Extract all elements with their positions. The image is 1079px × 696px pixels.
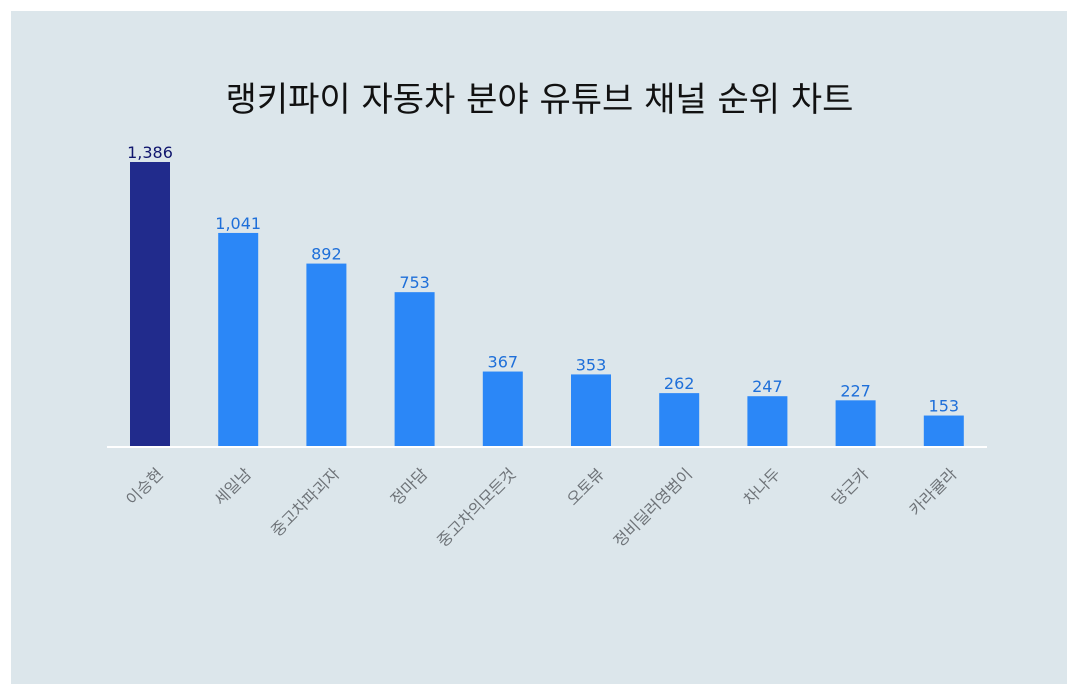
category-label: 카라큘라: [906, 464, 961, 519]
category-label: 당근카: [828, 464, 873, 509]
category-label: 차나두: [740, 464, 785, 509]
value-label: 1,041: [215, 214, 261, 233]
category-label: 오토뷰: [563, 464, 608, 509]
chart-title: 랭키파이 자동차 분야 유튜브 채널 순위 차트: [225, 80, 854, 120]
category-label: 정마담: [387, 464, 432, 509]
category-label: 세일남: [210, 464, 255, 509]
bar-2: [218, 232, 259, 447]
bar-1: [130, 162, 170, 447]
bar-4: [394, 292, 435, 447]
bar-6: [571, 374, 611, 447]
category-label: 이승현: [122, 464, 167, 509]
chart-panel: [11, 11, 1067, 684]
value-label: 892: [311, 245, 342, 264]
value-label: 247: [752, 377, 783, 396]
value-label: 353: [576, 355, 607, 374]
category-label: 중고차의모든것: [433, 464, 519, 550]
bar-9: [835, 400, 876, 447]
value-label: 153: [929, 397, 960, 416]
category-label: 정비딜러영범이: [610, 464, 696, 550]
category-label: 중고차파괴자: [267, 464, 343, 540]
bar-8: [747, 396, 788, 447]
value-label: 227: [840, 381, 871, 400]
value-label: 753: [399, 273, 430, 292]
bar-3: [306, 263, 347, 447]
value-label: 367: [488, 353, 519, 372]
bar-7: [659, 393, 700, 447]
value-label: 262: [664, 374, 695, 393]
bar-5: [482, 371, 523, 447]
value-label: 1,386: [127, 143, 173, 162]
bar-10: [923, 415, 964, 447]
